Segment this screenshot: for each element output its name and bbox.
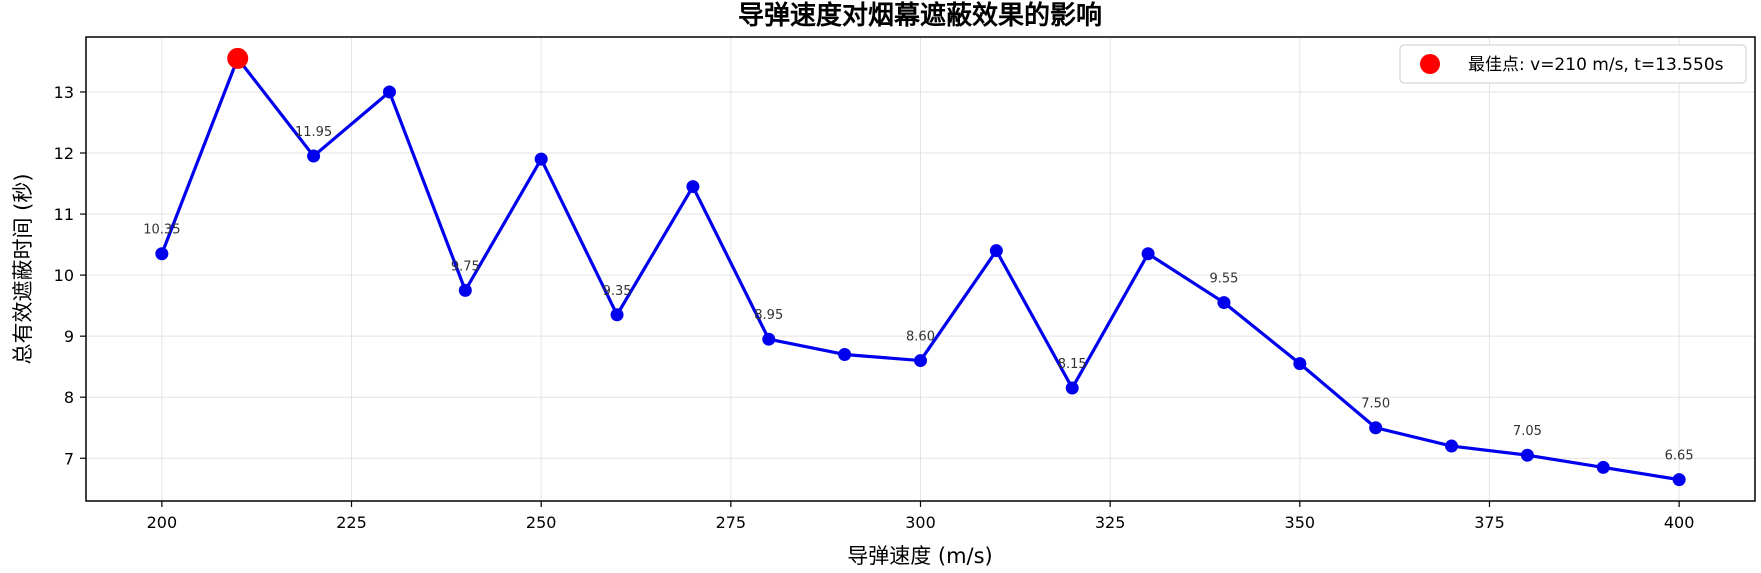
- data-labels: 10.35 11.95 9.75 9.35 8.95 8.60 8.15 9.55 7.50 7.…: [143, 125, 1693, 464]
- data-label: 9.55: [1209, 272, 1238, 287]
- data-point: [838, 347, 852, 361]
- x-tick-label: 400: [1664, 513, 1695, 532]
- data-point: [762, 332, 776, 346]
- data-point: [1065, 381, 1079, 395]
- x-tick-label: 325: [1095, 513, 1126, 532]
- grid-lines: [86, 37, 1755, 501]
- y-tick-label: 8: [64, 388, 74, 407]
- y-tick-label: 7: [64, 449, 74, 468]
- data-point: [1217, 296, 1231, 310]
- x-tick-label: 350: [1285, 513, 1316, 532]
- best-point-group: [227, 47, 249, 69]
- x-axis-label: 导弹速度 (m/s): [847, 544, 993, 568]
- data-point: [155, 247, 169, 261]
- data-label: 8.60: [906, 330, 935, 345]
- x-tick-label: 275: [716, 513, 747, 532]
- y-axis: 7 8 9 10 11 12 13: [54, 83, 86, 468]
- data-point: [610, 308, 624, 322]
- x-tick-label: 375: [1474, 513, 1505, 532]
- data-label: 10.35: [143, 223, 180, 238]
- data-label: 9.75: [451, 259, 480, 274]
- data-point: [989, 244, 1003, 258]
- data-point: [458, 283, 472, 297]
- data-point: [1445, 439, 1459, 453]
- data-point: [382, 85, 396, 99]
- data-label: 7.05: [1513, 424, 1542, 439]
- y-tick-label: 11: [54, 205, 74, 224]
- data-label: 6.65: [1665, 449, 1694, 464]
- data-point: [914, 354, 927, 368]
- x-tick-label: 200: [147, 513, 178, 532]
- data-point: [1596, 460, 1610, 474]
- data-point: [1520, 448, 1534, 462]
- y-tick-label: 10: [54, 266, 74, 285]
- best-point-marker: [227, 47, 249, 69]
- data-label: 7.50: [1361, 397, 1390, 412]
- data-label: 8.95: [754, 308, 783, 323]
- x-tick-label: 250: [526, 513, 557, 532]
- y-axis-label: 总有效遮蔽时间 (秒): [11, 173, 35, 364]
- legend: 最佳点: v=210 m/s, t=13.550s: [1399, 44, 1747, 84]
- data-point: [307, 149, 321, 163]
- y-tick-label: 13: [54, 83, 74, 102]
- x-axis: 200 225 250 275 300 325 350 375 400: [147, 501, 1695, 532]
- data-point: [1369, 421, 1383, 435]
- legend-marker-best-point: [1420, 54, 1440, 74]
- data-point: [534, 152, 548, 166]
- legend-box: [1399, 44, 1747, 84]
- y-tick-label: 9: [64, 327, 74, 346]
- x-tick-label: 225: [336, 513, 367, 532]
- data-point: [1672, 473, 1686, 487]
- data-point: [1293, 357, 1307, 371]
- y-tick-label: 12: [54, 144, 74, 163]
- data-label: 8.15: [1058, 357, 1087, 372]
- legend-label-best-point: 最佳点: v=210 m/s, t=13.550s: [1468, 55, 1724, 75]
- data-label: 11.95: [295, 125, 332, 140]
- x-tick-label: 300: [905, 513, 936, 532]
- data-point: [1141, 247, 1155, 261]
- chart-title: 导弹速度对烟幕遮蔽效果的影响: [738, 0, 1102, 31]
- data-point: [686, 180, 700, 194]
- data-label: 9.35: [603, 284, 632, 299]
